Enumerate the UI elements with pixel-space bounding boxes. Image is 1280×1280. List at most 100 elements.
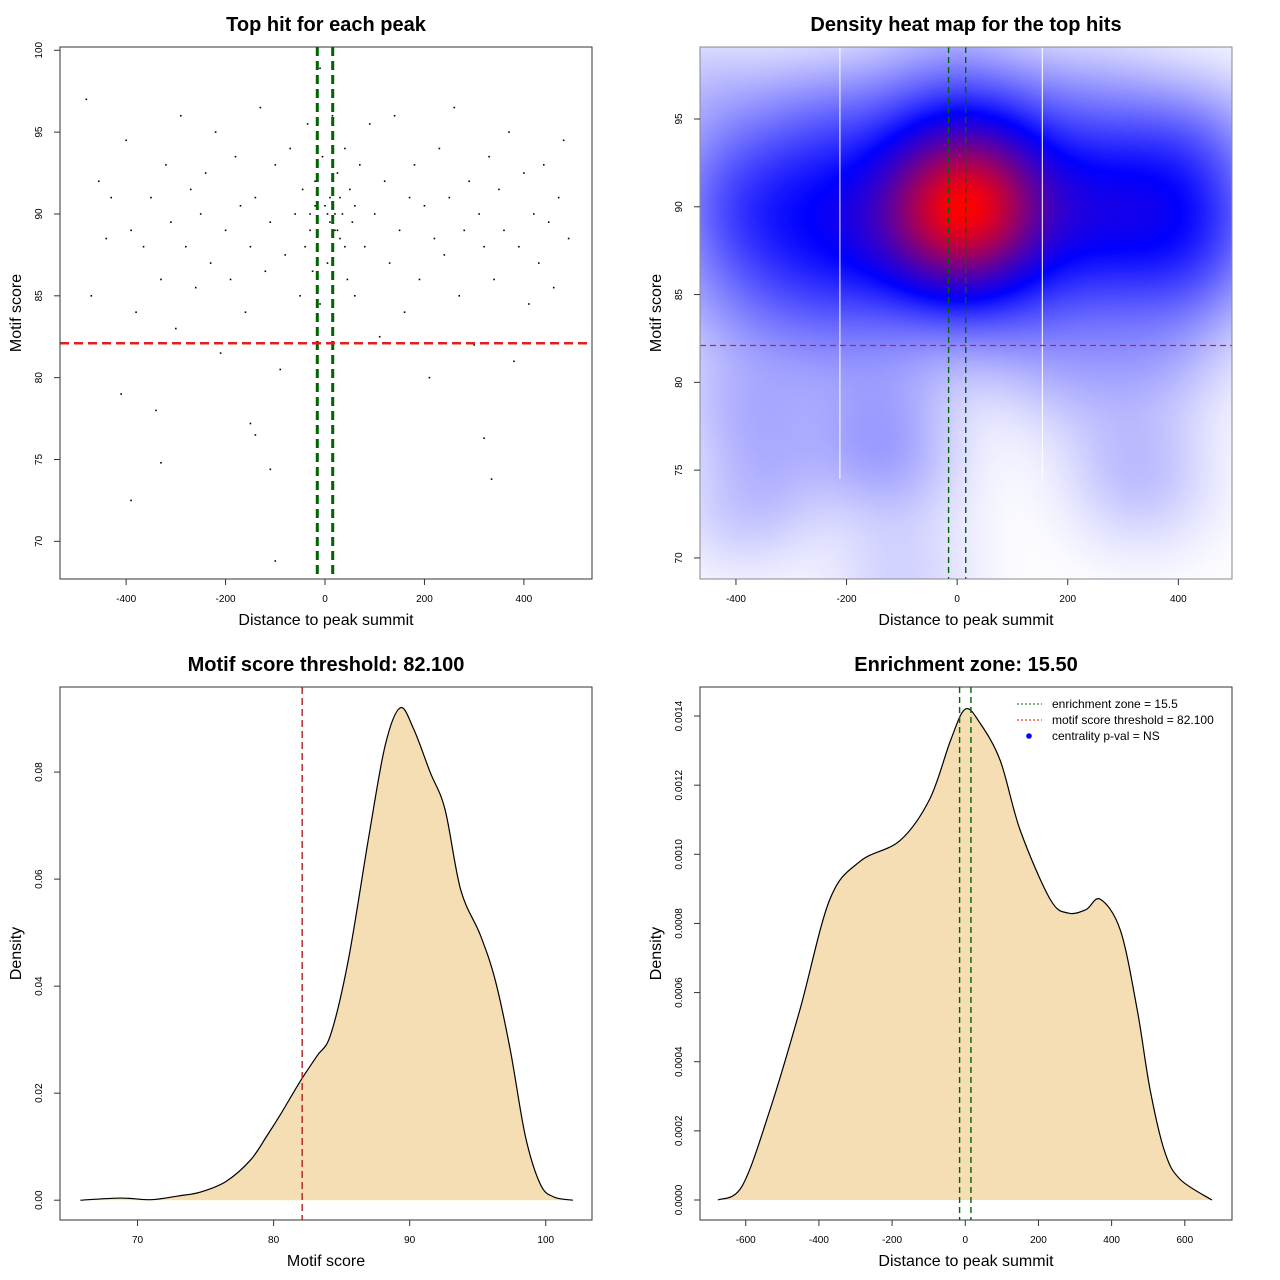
plot-frame [59, 46, 593, 580]
scatter-point [274, 164, 277, 166]
y-tick-label: 0.0010 [674, 839, 685, 870]
scatter-point [388, 262, 391, 264]
chart-title: Top hit for each peak [226, 14, 427, 36]
scatter-point [354, 295, 356, 297]
scatter-point [393, 114, 396, 117]
y-axis-label: Density [648, 927, 665, 980]
scatter-point [368, 123, 371, 125]
plot-area [80, 687, 574, 1220]
y-tick-label: 0.0008 [674, 908, 685, 939]
scatter-point [498, 188, 500, 191]
scatter-point [349, 188, 351, 191]
y-tick-label: 90 [674, 201, 685, 213]
y-tick-label: 80 [34, 372, 45, 384]
scatter-point [336, 172, 339, 174]
scatter-point [224, 229, 227, 232]
y-tick-label: 85 [674, 289, 685, 301]
scatter-point [344, 245, 346, 248]
scatter-point [408, 196, 411, 199]
x-axis: 70 80 90 100 [132, 1220, 555, 1246]
plot-frame [699, 686, 1233, 1221]
scatter-point [336, 229, 339, 232]
scatter-point [309, 229, 311, 232]
scatter-point [284, 254, 287, 256]
y-tick-label: 75 [674, 464, 685, 476]
scatter-point [170, 221, 172, 223]
scatter-point [135, 311, 137, 313]
y-tick-label: 0.04 [34, 976, 45, 996]
scatter-point [329, 221, 331, 223]
scatter-point [110, 196, 113, 199]
scatter-point [130, 499, 132, 502]
x-tick-label: 70 [132, 1235, 144, 1246]
scatter-point [523, 172, 525, 174]
scatter-point [155, 409, 157, 412]
scatter-point [373, 213, 376, 215]
x-axis-label: Distance to peak summit [878, 1253, 1054, 1270]
y-tick-label: 0.0002 [674, 1115, 685, 1146]
chart-title: Density heat map for the top hits [810, 14, 1121, 36]
scatter-point [326, 213, 329, 215]
x-tick-label: -400 [809, 1235, 829, 1246]
scatter-point [334, 229, 336, 232]
scatter-point [214, 131, 217, 133]
scatter-point [547, 221, 550, 223]
y-tick-label: 85 [34, 290, 45, 302]
x-tick-label: -600 [736, 1235, 756, 1246]
y-tick-label: 0.06 [34, 869, 45, 889]
y-tick-label: 90 [34, 208, 45, 220]
scatter-point [528, 303, 530, 305]
x-tick-label: 200 [1059, 594, 1076, 605]
scatter-point [508, 131, 510, 133]
scatter-point [269, 221, 272, 223]
scatter-point [383, 180, 386, 183]
chart-title: Motif score threshold: 82.100 [188, 654, 465, 676]
scatter-point [319, 67, 321, 70]
scatter-point [423, 204, 426, 207]
scatter-point [180, 114, 182, 117]
scatter-point [562, 139, 565, 142]
panel-4: -600 -400 -200 0 200 400 600 0.0000 0.0002 0.0004… [648, 654, 1233, 1270]
x-axis-label: Motif score [287, 1253, 365, 1270]
x-tick-label: 80 [268, 1235, 280, 1246]
scatter-point [518, 245, 520, 248]
scatter-point [301, 188, 304, 191]
scatter-point [341, 213, 344, 215]
scatter-point [324, 204, 326, 207]
scatter-point [321, 155, 324, 158]
scatter-point [199, 213, 202, 215]
scatter-point [463, 229, 466, 232]
y-tick-label: 0.0012 [674, 769, 685, 800]
y-axis-label: Motif score [648, 274, 665, 352]
x-tick-label: 400 [516, 594, 533, 605]
scatter-point [194, 286, 197, 289]
y-axis: 70 75 80 85 90 95 [674, 113, 700, 564]
y-tick-label: 0.0006 [674, 977, 685, 1008]
scatter-point [552, 286, 555, 289]
density-curve [80, 706, 574, 1201]
scatter-point [150, 196, 152, 199]
scatter-point [184, 245, 187, 248]
x-tick-label: -200 [882, 1235, 902, 1246]
scatter-point [125, 139, 127, 142]
scatter-point [264, 270, 267, 273]
scatter-point [339, 196, 341, 199]
scatter-point [142, 245, 145, 248]
scatter-point [438, 147, 441, 150]
y-tick-label: 0.0004 [674, 1046, 685, 1077]
plot-frame [59, 686, 593, 1221]
y-axis-label: Motif score [8, 274, 25, 352]
scatter-point [319, 303, 321, 305]
x-tick-label: -400 [116, 594, 136, 605]
scatter-point [299, 295, 301, 297]
y-tick-label: 75 [34, 454, 45, 466]
y-tick-label: 70 [674, 552, 685, 564]
legend-label: centrality p-val = NS [1052, 729, 1160, 743]
scatter-point [294, 213, 296, 215]
scatter-point [105, 237, 108, 240]
scatter-point [448, 196, 451, 199]
x-tick-label: 400 [1170, 594, 1187, 605]
panel-3: 70 80 90 100 0.00 0.02 0.04 0.06 0.08 Motif score… [8, 654, 593, 1270]
scatter-point [363, 245, 366, 248]
y-axis: 0.00 0.02 0.04 0.06 0.08 [34, 762, 60, 1210]
